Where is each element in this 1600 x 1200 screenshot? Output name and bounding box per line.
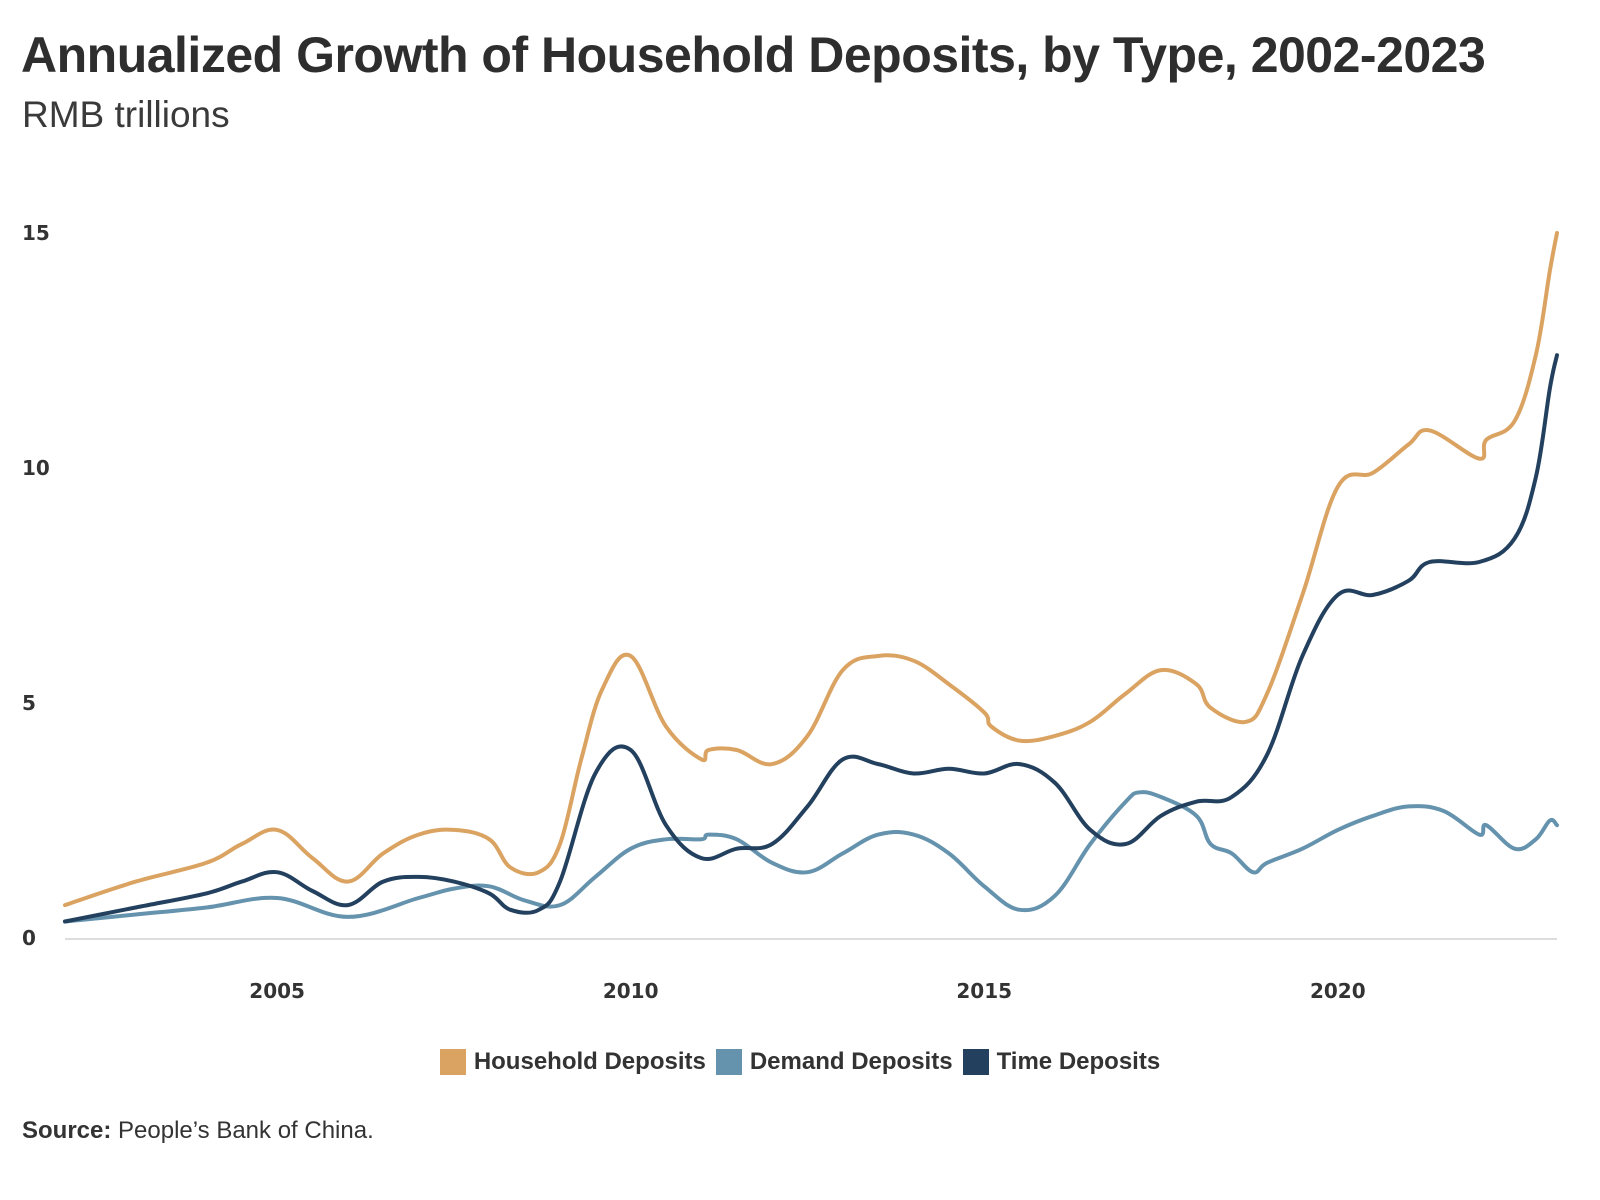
legend-label-time: Time Deposits xyxy=(996,1048,1161,1075)
series-line-demand-deposits[interactable] xyxy=(63,790,1559,924)
x-tick-label: 2005 xyxy=(249,979,305,1003)
legend-swatch-demand xyxy=(715,1049,742,1075)
legend-label-household: Household Deposits xyxy=(473,1048,706,1075)
y-tick-label: 5 xyxy=(22,691,36,715)
series-line-time-deposits[interactable] xyxy=(63,353,1559,924)
source-text: People’s Bank of China. xyxy=(111,1117,374,1144)
legend-item-demand[interactable]: Demand Deposits xyxy=(715,1048,953,1076)
y-axis-ticks: 0 5 10 15 xyxy=(22,221,50,950)
source-label: Source: xyxy=(22,1117,112,1144)
y-tick-label: 0 xyxy=(22,926,36,950)
x-tick-label: 2015 xyxy=(956,979,1012,1003)
legend-label-demand: Demand Deposits xyxy=(749,1048,953,1075)
chart-title: Annualized Growth of Household Deposits,… xyxy=(21,27,1486,83)
legend-item-time[interactable]: Time Deposits xyxy=(962,1048,1161,1076)
legend-item-household[interactable]: Household Deposits xyxy=(439,1048,706,1076)
source-note: Source: People’s Bank of China. xyxy=(22,1117,374,1145)
chart-legend: Household Deposits Demand Deposits Time … xyxy=(0,1048,1600,1076)
series-lines xyxy=(63,231,1559,924)
y-tick-label: 15 xyxy=(22,221,50,245)
legend-swatch-household xyxy=(439,1049,466,1075)
x-tick-label: 2020 xyxy=(1310,979,1366,1003)
series-line-household-deposits[interactable] xyxy=(63,231,1559,908)
x-axis-ticks: 2005 2010 2015 2020 xyxy=(249,979,1365,1003)
x-tick-label: 2010 xyxy=(603,979,659,1003)
chart-subtitle: RMB trillions xyxy=(22,94,230,135)
legend-swatch-time xyxy=(962,1049,989,1075)
y-tick-label: 10 xyxy=(22,456,50,480)
